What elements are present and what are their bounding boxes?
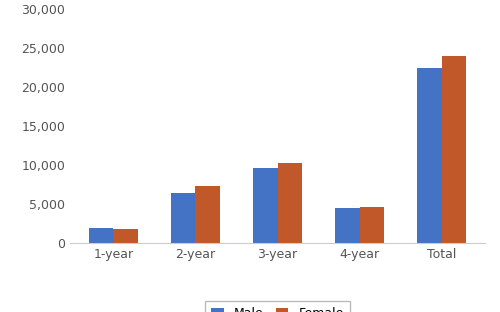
Bar <box>196 186 220 243</box>
Bar <box>253 168 278 243</box>
Bar <box>171 193 196 243</box>
Bar <box>417 68 442 243</box>
Bar <box>278 163 302 243</box>
Bar <box>114 229 138 243</box>
Bar <box>360 207 384 243</box>
Bar <box>89 228 114 243</box>
Legend: Male, Female: Male, Female <box>205 301 350 312</box>
Bar <box>335 208 359 243</box>
Bar <box>442 56 466 243</box>
